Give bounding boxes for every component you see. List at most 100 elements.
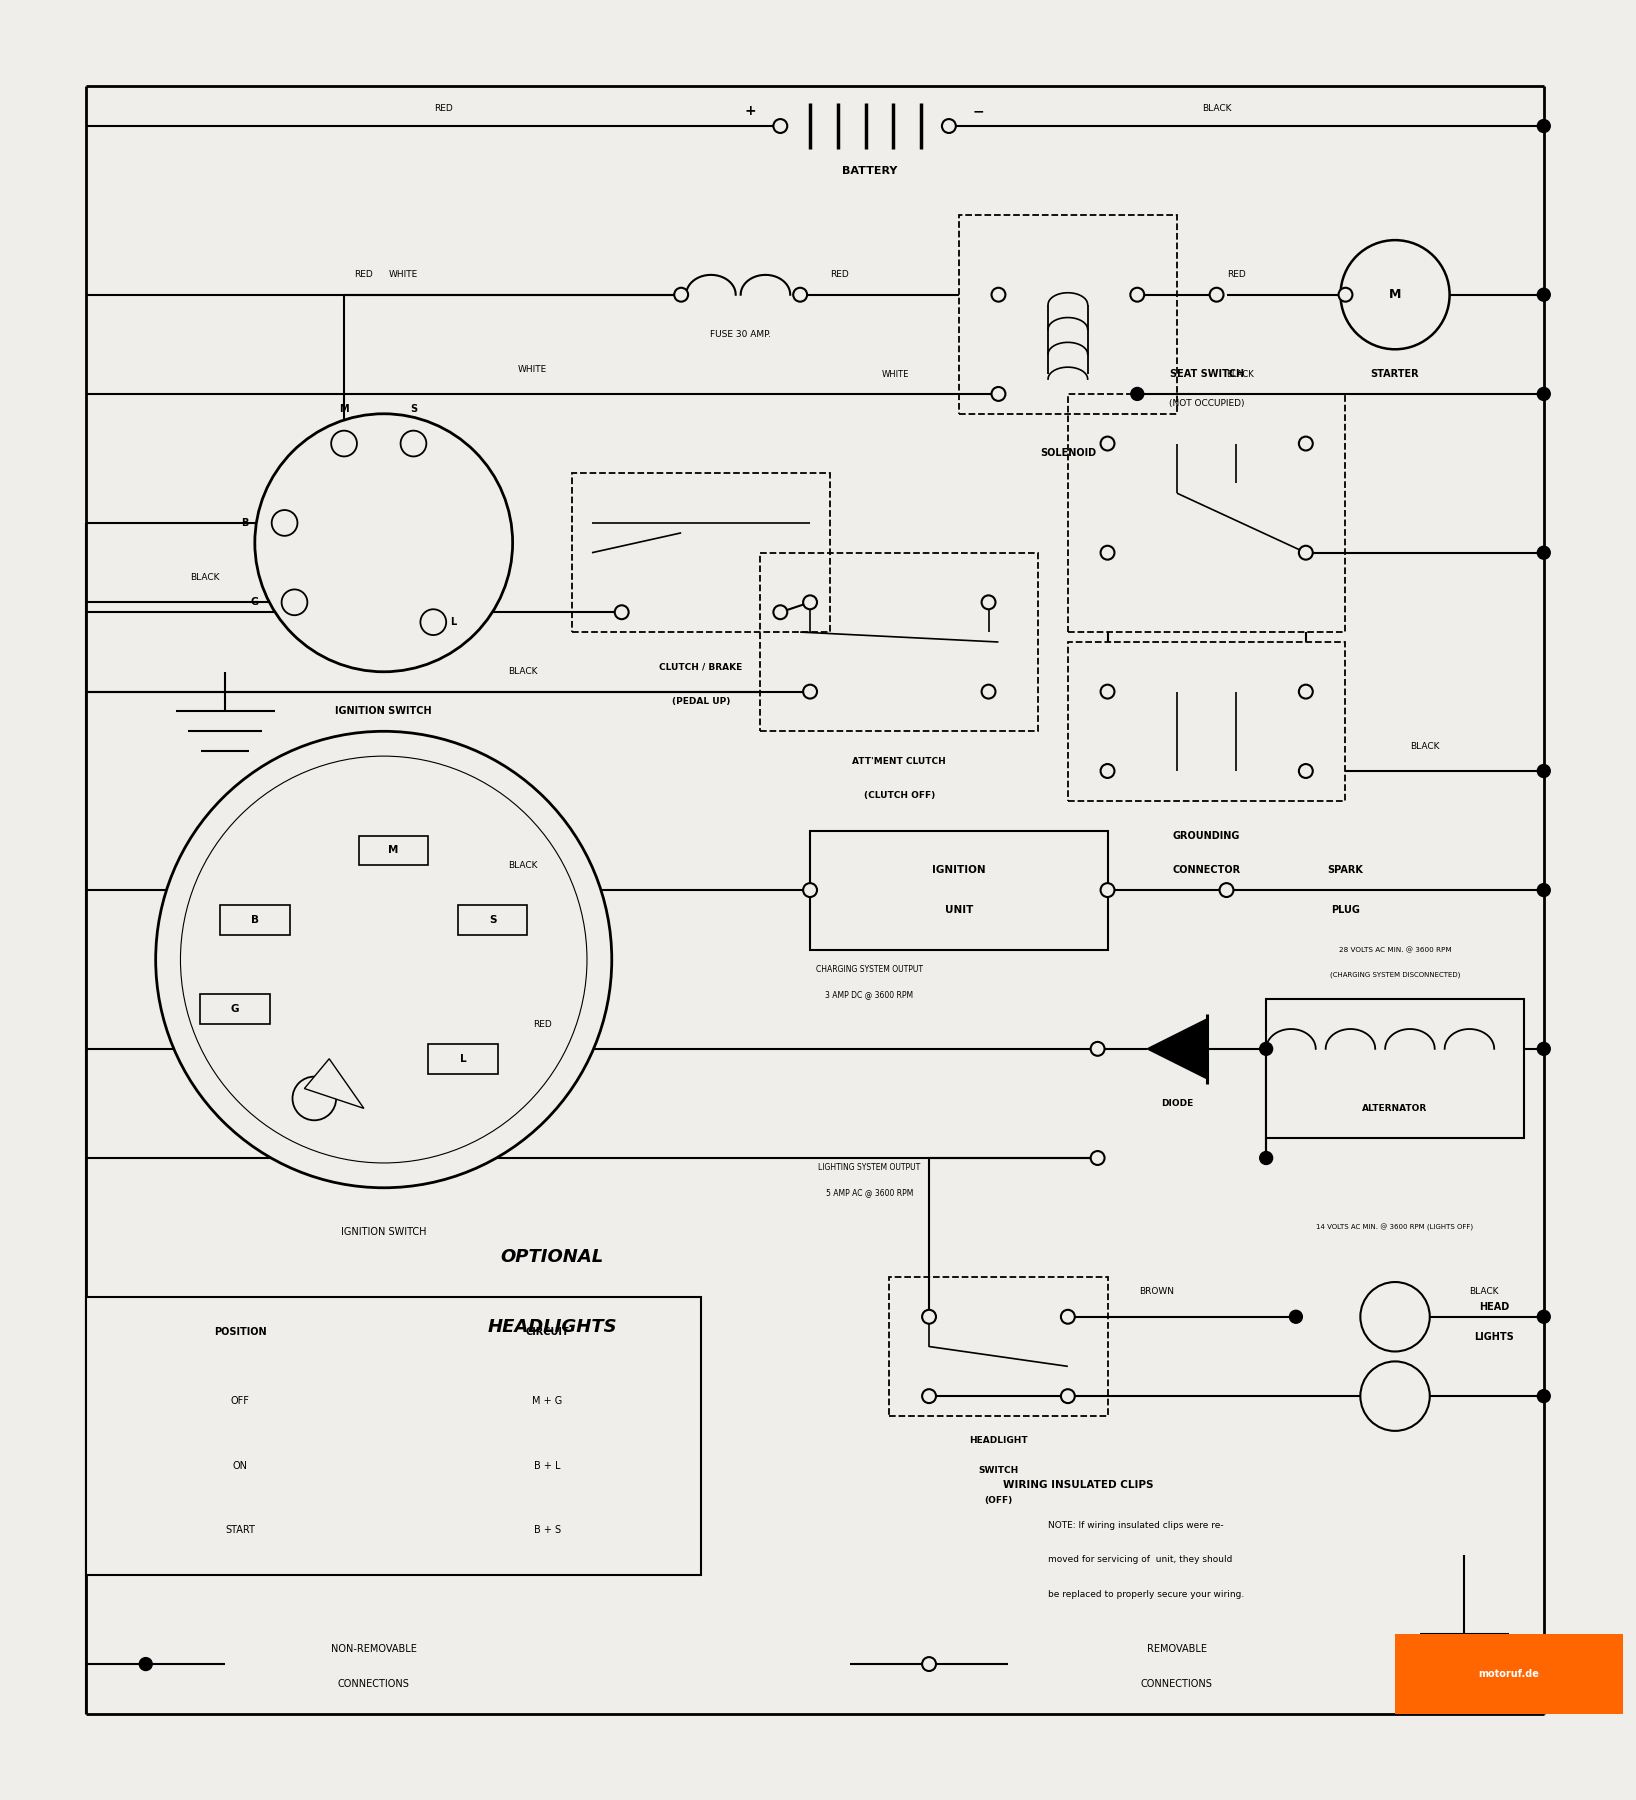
Text: OPTIONAL: OPTIONAL: [501, 1247, 604, 1265]
Text: S: S: [489, 914, 497, 925]
Circle shape: [1101, 545, 1114, 560]
Circle shape: [1538, 119, 1551, 133]
Bar: [458, 905, 527, 934]
Text: −: −: [973, 104, 985, 119]
Circle shape: [1538, 387, 1551, 400]
Circle shape: [1219, 884, 1234, 896]
Bar: [959, 216, 1176, 414]
Circle shape: [281, 589, 308, 616]
Text: S: S: [411, 403, 417, 414]
Circle shape: [1538, 288, 1551, 301]
Circle shape: [1299, 763, 1312, 778]
Text: M: M: [1389, 288, 1402, 301]
Circle shape: [982, 596, 995, 608]
Text: BATTERY: BATTERY: [843, 166, 897, 176]
Text: REMOVABLE: REMOVABLE: [1147, 1643, 1207, 1654]
Text: B + S: B + S: [533, 1525, 561, 1535]
Text: OFF: OFF: [231, 1397, 249, 1406]
Text: IGNITION SWITCH: IGNITION SWITCH: [340, 1228, 427, 1237]
Text: 28 VOLTS AC MIN. @ 3600 RPM: 28 VOLTS AC MIN. @ 3600 RPM: [1338, 947, 1451, 952]
Text: IGNITION: IGNITION: [933, 866, 985, 875]
Circle shape: [1299, 437, 1312, 450]
Circle shape: [1260, 1042, 1273, 1055]
Bar: [1266, 999, 1525, 1138]
Bar: [221, 905, 290, 934]
Text: BROWN: BROWN: [1140, 1287, 1175, 1296]
Bar: [890, 1276, 1108, 1417]
Text: B + L: B + L: [533, 1460, 561, 1471]
Circle shape: [1101, 684, 1114, 698]
Text: CIRCUIT: CIRCUIT: [525, 1327, 569, 1337]
Text: RED: RED: [831, 270, 849, 279]
Text: SWITCH: SWITCH: [978, 1465, 1019, 1474]
Text: ALTERNATOR: ALTERNATOR: [1363, 1103, 1428, 1112]
Circle shape: [401, 430, 427, 457]
Bar: [87, 1298, 700, 1575]
Circle shape: [1538, 545, 1551, 560]
Circle shape: [420, 608, 447, 635]
Bar: [200, 994, 270, 1024]
Circle shape: [1091, 1150, 1104, 1165]
Text: FUSE 30 AMP.: FUSE 30 AMP.: [710, 329, 771, 338]
Circle shape: [272, 509, 298, 536]
Text: G: G: [250, 598, 258, 607]
Circle shape: [803, 884, 816, 896]
Bar: [1068, 394, 1345, 632]
Text: START: START: [226, 1525, 255, 1535]
Text: BLACK: BLACK: [1469, 1287, 1499, 1296]
Circle shape: [803, 596, 816, 608]
Circle shape: [1101, 884, 1114, 896]
Text: ON: ON: [232, 1460, 247, 1471]
Text: WHITE: WHITE: [882, 369, 910, 378]
Text: DIODE: DIODE: [1162, 1100, 1193, 1109]
Text: (CLUTCH OFF): (CLUTCH OFF): [864, 792, 934, 801]
Circle shape: [1538, 884, 1551, 896]
Text: L: L: [450, 617, 456, 626]
Circle shape: [1101, 763, 1114, 778]
Text: BLACK: BLACK: [507, 860, 537, 869]
Text: HEADLIGHTS: HEADLIGHTS: [488, 1318, 617, 1336]
Text: HEAD: HEAD: [1479, 1301, 1510, 1312]
Circle shape: [1130, 387, 1144, 400]
Circle shape: [139, 1658, 152, 1670]
Text: SPARK: SPARK: [1327, 866, 1363, 875]
Text: CONNECTOR: CONNECTOR: [1173, 866, 1240, 875]
Text: SEAT SWITCH: SEAT SWITCH: [1170, 369, 1243, 380]
Bar: [429, 1044, 497, 1073]
Text: WHITE: WHITE: [389, 270, 419, 279]
Circle shape: [1060, 1390, 1075, 1402]
Bar: [1396, 1634, 1623, 1714]
Text: BLACK: BLACK: [1202, 104, 1232, 113]
Text: SOLENOID: SOLENOID: [1040, 448, 1096, 459]
Circle shape: [155, 731, 612, 1188]
Polygon shape: [304, 1058, 363, 1109]
Text: WHITE: WHITE: [519, 365, 546, 374]
Circle shape: [1538, 1390, 1551, 1402]
Bar: [1068, 643, 1345, 801]
Text: CLUTCH / BRAKE: CLUTCH / BRAKE: [659, 662, 743, 671]
Text: LIGHTS: LIGHTS: [1474, 1332, 1513, 1341]
Circle shape: [1299, 545, 1312, 560]
Circle shape: [1260, 1152, 1273, 1165]
Circle shape: [991, 288, 1006, 302]
Text: RED: RED: [434, 104, 453, 113]
Circle shape: [803, 684, 816, 698]
Text: M: M: [388, 846, 399, 855]
Circle shape: [942, 119, 955, 133]
Text: L: L: [460, 1053, 466, 1064]
Text: +: +: [744, 104, 756, 119]
Text: NON-REMOVABLE: NON-REMOVABLE: [330, 1643, 417, 1654]
Text: GROUNDING: GROUNDING: [1173, 830, 1240, 841]
Text: PLUG: PLUG: [1332, 905, 1360, 914]
Text: 5 AMP AC @ 3600 RPM: 5 AMP AC @ 3600 RPM: [826, 1188, 913, 1197]
Circle shape: [774, 119, 787, 133]
Text: B: B: [240, 518, 249, 527]
Text: RED: RED: [1227, 270, 1245, 279]
Bar: [573, 473, 829, 632]
Circle shape: [293, 1076, 335, 1120]
Text: IGNITION SWITCH: IGNITION SWITCH: [335, 706, 432, 716]
Circle shape: [674, 288, 689, 302]
Text: UNIT: UNIT: [944, 905, 973, 914]
Text: CONNECTIONS: CONNECTIONS: [1140, 1679, 1212, 1688]
Circle shape: [180, 756, 587, 1163]
